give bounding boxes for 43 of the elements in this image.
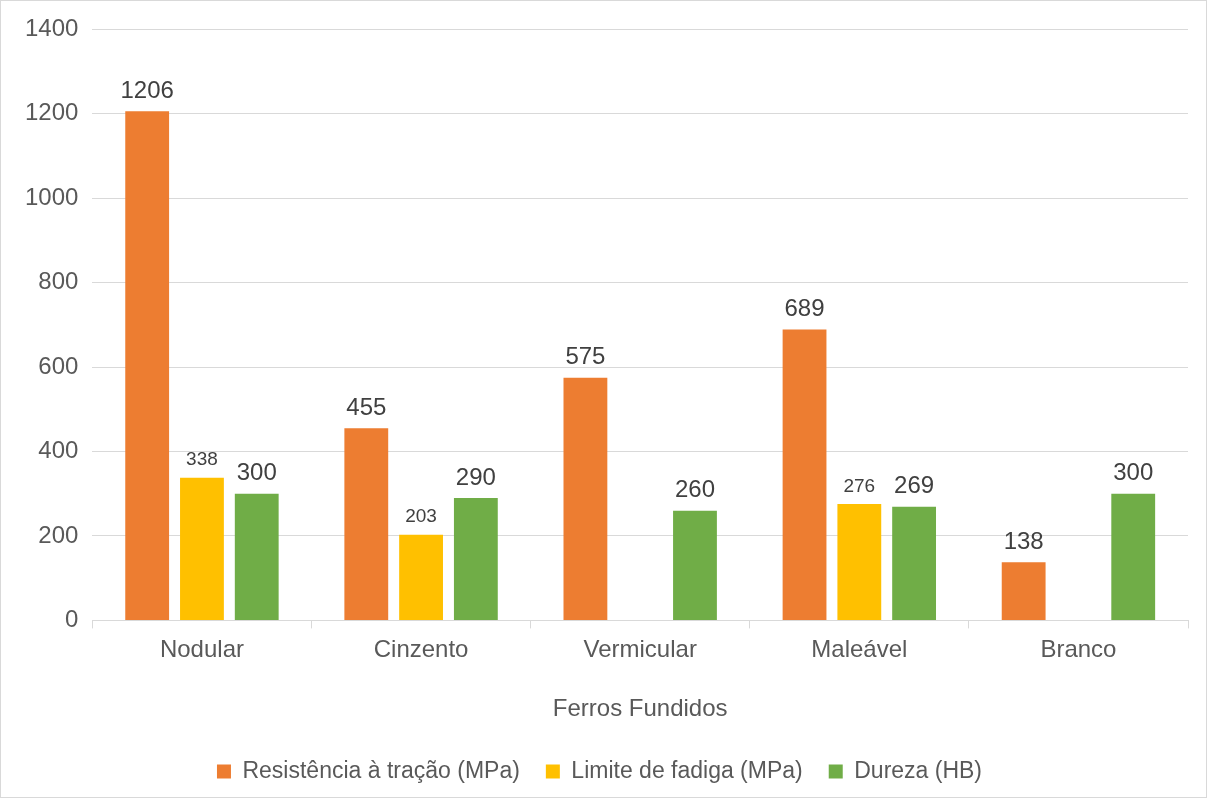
data-label: 269 — [894, 471, 935, 499]
bar — [673, 510, 717, 620]
data-label: 138 — [1003, 526, 1044, 554]
y-tick-label: 1400 — [25, 14, 79, 42]
data-label: 203 — [405, 505, 437, 527]
data-label: 1206 — [120, 75, 174, 103]
x-tick-label: Nodular — [159, 635, 244, 663]
y-tick-label: 1000 — [25, 182, 79, 210]
bar — [563, 377, 608, 620]
legend-label: Dureza (HB) — [854, 756, 983, 783]
bar — [125, 111, 170, 620]
data-label: 276 — [843, 474, 876, 496]
y-tick-label: 800 — [38, 267, 79, 295]
x-tick-label: Maleável — [811, 635, 908, 663]
bar — [344, 428, 389, 620]
data-label: 300 — [1113, 458, 1154, 486]
y-tick-label: 200 — [38, 520, 79, 548]
data-label: 260 — [674, 475, 715, 503]
x-tick-label: Branco — [1040, 635, 1117, 663]
bar — [837, 503, 882, 620]
bar — [234, 493, 279, 620]
data-label: 338 — [186, 448, 218, 470]
data-label: 290 — [455, 462, 496, 490]
legend-label: Limite de fadiga (MPa) — [571, 756, 803, 783]
bar — [1001, 562, 1046, 620]
data-label: 300 — [236, 458, 277, 486]
x-tick-label: Cinzento — [373, 635, 469, 663]
bar — [1111, 493, 1156, 620]
y-tick-label: 1200 — [25, 98, 79, 126]
y-tick-label: 0 — [65, 605, 79, 633]
x-axis-title: Ferros Fundidos — [552, 694, 728, 722]
y-tick-label: 600 — [38, 351, 79, 379]
data-label: 575 — [565, 342, 606, 370]
legend-label: Resistência à tração (MPa) — [242, 756, 520, 783]
bar — [782, 329, 827, 620]
x-tick-label: Vermicular — [583, 635, 697, 663]
y-tick-label: 400 — [38, 436, 79, 464]
data-label: 455 — [346, 392, 387, 420]
bar — [180, 477, 224, 620]
bar — [892, 506, 937, 620]
bar — [453, 497, 498, 620]
data-label: 689 — [784, 294, 825, 322]
bar — [399, 534, 443, 620]
